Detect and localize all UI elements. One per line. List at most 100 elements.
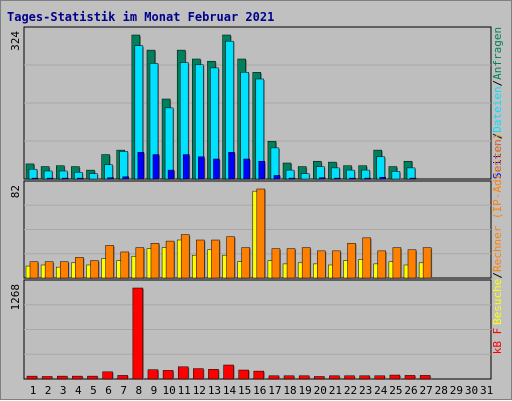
bar-kbf-day-20 <box>314 376 325 380</box>
bar-kbf-day-10 <box>162 370 174 380</box>
x-tick-day-24: 24 <box>374 384 388 397</box>
bar-seiten-day-9 <box>152 154 160 180</box>
bar-dateien-day-1 <box>28 168 38 180</box>
bar-rechner-day-25 <box>392 247 402 279</box>
x-tick-day-10: 10 <box>162 384 175 397</box>
bar-kbf-day-13 <box>208 369 219 380</box>
bar-dateien-day-6 <box>104 164 113 180</box>
legend-top: Seiten/Dateien/Anfragen <box>491 27 504 179</box>
bar-dateien-day-23 <box>361 169 370 180</box>
y-max-label-middle: 82 <box>9 185 22 198</box>
bar-kbf-day-22 <box>344 375 355 380</box>
bar-kbf-day-2 <box>41 376 53 380</box>
bar-kbf-day-27 <box>419 375 431 380</box>
x-tick-day-22: 22 <box>344 384 357 397</box>
x-tick-day-2: 2 <box>45 384 52 397</box>
bar-seiten-day-12 <box>198 156 205 180</box>
x-tick-day-18: 18 <box>283 384 296 397</box>
bar-dateien-day-20 <box>316 166 325 180</box>
bar-rechner-day-19 <box>301 247 311 279</box>
x-tick-day-29: 29 <box>450 384 463 397</box>
x-tick-day-8: 8 <box>136 384 143 397</box>
legend-middle-part-0: Besuche <box>491 279 504 325</box>
x-tick-day-14: 14 <box>223 384 237 397</box>
bar-kbf-day-8 <box>132 287 144 380</box>
bar-kbf-day-17 <box>268 375 280 380</box>
bar-rechner-day-6 <box>105 245 114 279</box>
bar-rechner-day-24 <box>377 250 387 279</box>
legend-top-part-0: Seiten <box>491 139 504 179</box>
bar-rechner-day-8 <box>135 247 145 279</box>
x-tick-day-27: 27 <box>419 384 432 397</box>
bar-rechner-day-21 <box>332 250 341 279</box>
bar-rechner-day-27 <box>422 247 432 279</box>
bar-seiten-day-6 <box>107 177 114 180</box>
bar-dateien-day-17 <box>270 147 280 180</box>
x-tick-day-13: 13 <box>208 384 221 397</box>
bar-kbf-day-9 <box>147 369 159 380</box>
x-tick-day-25: 25 <box>389 384 402 397</box>
bar-rechner-day-10 <box>165 240 175 279</box>
bar-kbf-day-12 <box>193 368 204 380</box>
x-tick-day-11: 11 <box>178 384 191 397</box>
legend-bottom-part-0: kB F <box>491 328 504 355</box>
bar-seiten-day-17 <box>273 175 281 180</box>
bar-kbf-day-4 <box>72 375 83 380</box>
x-tick-day-12: 12 <box>193 384 206 397</box>
x-tick-day-20: 20 <box>314 384 327 397</box>
legend-middle-part-2: Rechner (IP-Adressen) <box>491 133 504 272</box>
bar-seiten-day-1 <box>31 177 39 180</box>
bar-dateien-day-25 <box>391 171 401 180</box>
x-tick-day-3: 3 <box>60 384 67 397</box>
bar-seiten-day-3 <box>61 177 69 180</box>
bar-rechner-day-17 <box>271 248 281 279</box>
bar-kbf-day-23 <box>359 375 370 380</box>
bar-kbf-day-3 <box>56 375 68 380</box>
bar-kbf-day-6 <box>102 371 113 380</box>
bar-dateien-day-19 <box>300 173 310 180</box>
bar-seiten-day-10 <box>167 169 175 180</box>
legend-top-part-4: Anfragen <box>491 27 504 80</box>
legend-middle: Besuche/Rechner (IP-Adressen) <box>491 133 504 325</box>
x-tick-day-30: 30 <box>465 384 478 397</box>
bar-seiten-day-21 <box>334 177 341 180</box>
bar-rechner-day-26 <box>407 249 417 279</box>
bar-kbf-day-7 <box>117 375 128 380</box>
y-max-label-bottom: 1268 <box>9 284 22 311</box>
x-tick-day-7: 7 <box>120 384 127 397</box>
x-tick-day-9: 9 <box>151 384 158 397</box>
bar-dateien-day-18 <box>285 169 295 180</box>
bar-kbf-day-5 <box>87 375 98 380</box>
bar-rechner-day-7 <box>120 251 129 279</box>
bar-dateien-day-5 <box>89 173 98 180</box>
bar-rechner-day-3 <box>59 261 69 279</box>
legend-top-part-1: / <box>491 133 504 140</box>
bar-kbf-day-21 <box>329 375 340 380</box>
legend-middle-part-1: / <box>491 272 504 279</box>
x-tick-day-26: 26 <box>404 384 417 397</box>
bar-rechner-day-13 <box>211 239 220 279</box>
x-tick-day-19: 19 <box>299 384 312 397</box>
bar-kbf-day-11 <box>177 366 189 380</box>
bar-rechner-day-4 <box>75 257 84 279</box>
bar-rechner-day-1 <box>29 261 39 279</box>
bar-seiten-day-4 <box>77 177 84 180</box>
bar-rechner-day-18 <box>286 248 296 279</box>
bar-kbf-day-24 <box>374 375 386 380</box>
bar-rechner-day-2 <box>44 261 54 279</box>
bar-seiten-day-20 <box>319 177 326 180</box>
legend-top-part-2: Dateien <box>491 86 504 132</box>
x-tick-day-4: 4 <box>75 384 82 397</box>
bar-seiten-day-7 <box>122 176 129 180</box>
bar-rechner-day-12 <box>196 239 205 279</box>
bar-dateien-day-21 <box>331 167 340 180</box>
chart-title: Tages-Statistik im Monat Februar 2021 <box>7 10 274 24</box>
bar-seiten-day-8 <box>137 152 145 180</box>
bar-kbf-day-25 <box>389 374 401 380</box>
bar-rechner-day-5 <box>90 260 99 279</box>
bar-rechner-day-14 <box>226 236 235 279</box>
bar-kbf-day-18 <box>283 375 295 380</box>
bar-dateien-day-3 <box>58 170 68 180</box>
bar-seiten-day-11 <box>182 154 190 180</box>
